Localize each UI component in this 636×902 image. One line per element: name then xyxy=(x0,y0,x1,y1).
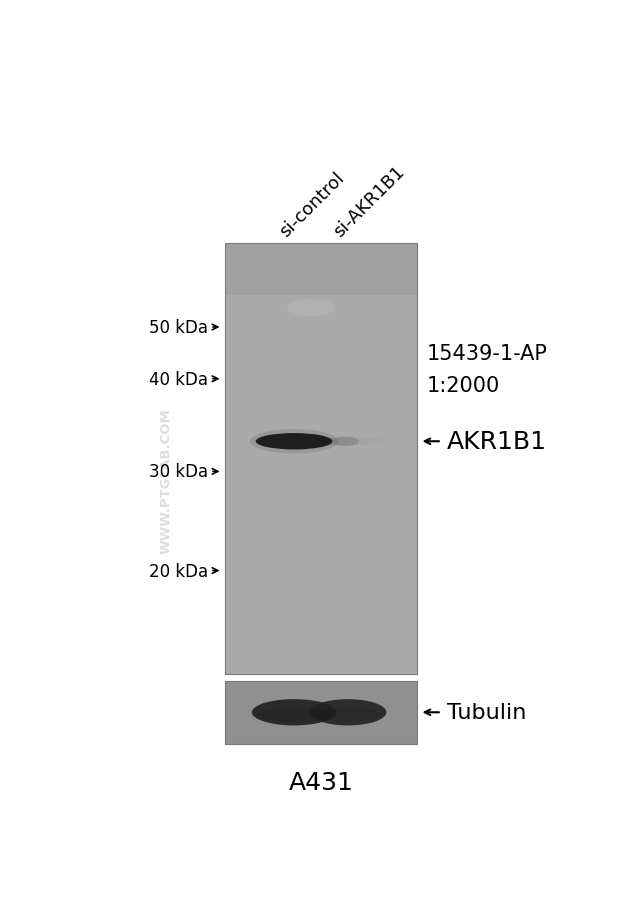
Bar xyxy=(374,438,375,446)
Bar xyxy=(356,438,358,446)
Text: si-control: si-control xyxy=(277,169,349,240)
Bar xyxy=(342,438,343,446)
Ellipse shape xyxy=(314,709,382,722)
Bar xyxy=(398,438,399,446)
Bar xyxy=(346,438,348,446)
Ellipse shape xyxy=(256,434,333,450)
Bar xyxy=(345,438,346,446)
Text: 30 kDa: 30 kDa xyxy=(149,463,207,481)
Text: si-AKR1B1: si-AKR1B1 xyxy=(330,162,408,240)
Bar xyxy=(384,438,385,446)
Bar xyxy=(336,438,338,446)
Ellipse shape xyxy=(332,437,359,446)
Text: WWW.PTGLAB.COM: WWW.PTGLAB.COM xyxy=(159,408,172,553)
Ellipse shape xyxy=(287,299,336,317)
Bar xyxy=(359,438,361,446)
Text: 1:2000: 1:2000 xyxy=(427,376,501,396)
Bar xyxy=(390,438,391,446)
Bar xyxy=(387,438,389,446)
Ellipse shape xyxy=(252,699,336,725)
Bar xyxy=(406,438,408,446)
Bar xyxy=(401,438,403,446)
Bar xyxy=(373,438,374,446)
Text: 20 kDa: 20 kDa xyxy=(149,562,207,580)
Bar xyxy=(352,438,354,446)
Bar xyxy=(340,438,342,446)
Bar xyxy=(329,438,330,446)
Text: 40 kDa: 40 kDa xyxy=(149,371,207,388)
Bar xyxy=(393,438,394,446)
Text: A431: A431 xyxy=(289,770,354,794)
Bar xyxy=(385,438,387,446)
Bar xyxy=(411,438,413,446)
Bar xyxy=(355,438,356,446)
Bar xyxy=(225,244,417,675)
Bar xyxy=(371,438,373,446)
Bar xyxy=(365,438,366,446)
Bar xyxy=(413,438,415,446)
Bar xyxy=(335,438,336,446)
Text: AKR1B1: AKR1B1 xyxy=(446,429,547,454)
Bar xyxy=(408,438,409,446)
Bar xyxy=(380,438,381,446)
Bar xyxy=(389,438,390,446)
Bar xyxy=(225,244,417,295)
Bar xyxy=(349,438,350,446)
Bar xyxy=(403,438,404,446)
Bar xyxy=(358,438,359,446)
Bar xyxy=(348,438,349,446)
Bar xyxy=(409,438,410,446)
Bar xyxy=(333,438,335,446)
Bar xyxy=(404,438,406,446)
Bar xyxy=(368,438,370,446)
Bar xyxy=(375,438,377,446)
Bar xyxy=(343,438,345,446)
Text: 15439-1-AP: 15439-1-AP xyxy=(427,344,548,364)
Ellipse shape xyxy=(256,709,332,722)
Bar xyxy=(339,438,340,446)
Bar xyxy=(361,438,363,446)
Bar xyxy=(363,438,364,446)
Bar xyxy=(377,438,378,446)
Text: 50 kDa: 50 kDa xyxy=(149,318,207,336)
Bar xyxy=(331,438,333,446)
Bar xyxy=(383,438,384,446)
Bar xyxy=(370,438,371,446)
Bar xyxy=(354,438,355,446)
Bar xyxy=(399,438,400,446)
Text: Tubulin: Tubulin xyxy=(446,703,526,723)
Bar xyxy=(410,438,411,446)
Bar xyxy=(394,438,396,446)
Bar xyxy=(225,681,417,744)
Bar xyxy=(350,438,352,446)
Bar xyxy=(381,438,383,446)
Bar xyxy=(366,438,368,446)
Bar xyxy=(364,438,365,446)
Bar xyxy=(391,438,393,446)
Ellipse shape xyxy=(250,429,338,454)
Bar xyxy=(378,438,380,446)
Bar xyxy=(400,438,401,446)
Ellipse shape xyxy=(310,699,387,725)
Bar xyxy=(330,438,331,446)
Bar xyxy=(338,438,339,446)
Bar xyxy=(396,438,398,446)
